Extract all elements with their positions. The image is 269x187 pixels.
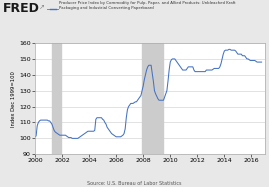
Text: FRED: FRED <box>3 2 40 15</box>
Y-axis label: Index Dec 1999=100: Index Dec 1999=100 <box>11 71 16 127</box>
Text: Producer Price Index by Commodity for Pulp, Paper, and Allied Products: Unbleach: Producer Price Index by Commodity for Pu… <box>59 1 236 10</box>
Text: ↗: ↗ <box>39 4 45 10</box>
Bar <box>142 43 164 154</box>
Text: Source: U.S. Bureau of Labor Statistics: Source: U.S. Bureau of Labor Statistics <box>87 181 182 186</box>
Bar <box>52 43 61 154</box>
